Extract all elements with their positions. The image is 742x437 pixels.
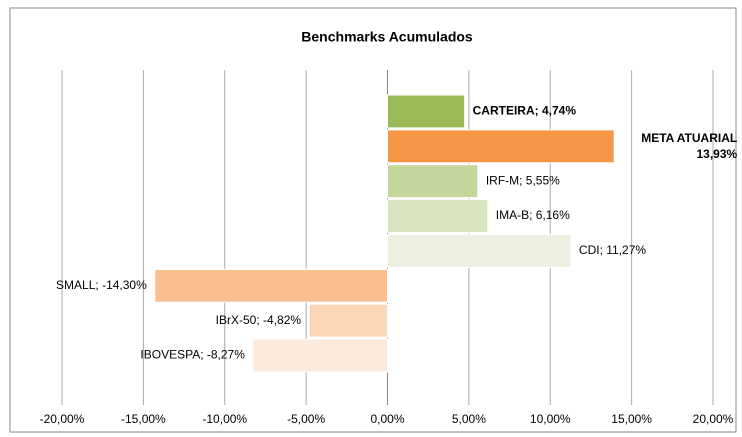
x-tick-label: -20,00% <box>40 412 85 426</box>
chart-title: Benchmarks Acumulados <box>301 29 473 45</box>
bar <box>387 164 479 199</box>
x-tick-label: -15,00% <box>121 412 166 426</box>
data-label: CARTEIRA; 4,74% <box>473 104 577 118</box>
bar <box>308 303 389 338</box>
data-label: IBOVESPA; -8,27% <box>140 348 245 362</box>
data-label: CDI; 11,27% <box>579 243 646 257</box>
x-tick-label: 10,00% <box>530 412 571 426</box>
x-tick-label: 20,00% <box>693 412 734 426</box>
data-label: SMALL; -14,30% <box>56 278 147 292</box>
bar <box>387 199 489 233</box>
x-tick-label: 15,00% <box>611 412 652 426</box>
bar <box>387 129 615 164</box>
data-label: META ATUARIAL 13,93% <box>641 131 738 162</box>
bar <box>387 234 572 268</box>
x-tick-label: 0,00% <box>370 412 404 426</box>
x-tick-label: -5,00% <box>287 412 325 426</box>
data-label: IBrX-50; -4,82% <box>216 313 302 327</box>
bar <box>387 94 466 129</box>
x-tick-label: -10,00% <box>202 412 247 426</box>
data-label: IRF-M; 5,55% <box>486 173 560 187</box>
bar <box>252 338 388 373</box>
bar <box>154 268 388 303</box>
x-tick-label: 5,00% <box>452 412 486 426</box>
data-label: IMA-B; 6,16% <box>496 208 570 222</box>
